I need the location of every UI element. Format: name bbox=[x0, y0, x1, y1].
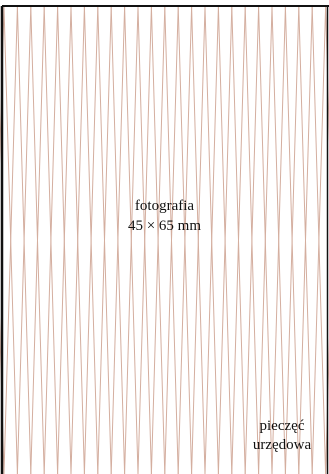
hatch-line bbox=[16, 6, 32, 474]
hatch-line bbox=[110, 6, 126, 474]
hatch-line bbox=[284, 6, 300, 474]
stamp-label-line2: urzędowa bbox=[252, 437, 312, 453]
hatch-line bbox=[258, 6, 273, 474]
hatch-line bbox=[43, 6, 59, 474]
hatch-line bbox=[177, 6, 193, 474]
official-stamp-label: pieczęć urzędowa bbox=[237, 417, 327, 455]
hatch-line bbox=[231, 6, 246, 474]
hatch-line bbox=[30, 6, 45, 474]
hatch-line bbox=[191, 6, 206, 474]
hatch-line bbox=[271, 6, 286, 474]
hatch-line bbox=[244, 6, 260, 474]
hatch-line bbox=[70, 6, 85, 474]
photo-size-label: fotografia 45 × 65 mm bbox=[0, 196, 329, 236]
hatch-line bbox=[311, 6, 327, 474]
photo-label-dimensions: 45 × 65 mm bbox=[127, 218, 202, 234]
hatch-line bbox=[83, 6, 99, 474]
hatch-line bbox=[298, 6, 313, 474]
hatch-line bbox=[137, 6, 152, 474]
hatch-line bbox=[57, 6, 72, 474]
hatch-line bbox=[164, 6, 179, 474]
hatch-line bbox=[217, 6, 233, 474]
hatch-line bbox=[124, 6, 139, 474]
hatch-line bbox=[97, 6, 112, 474]
photo-label-title: fotografia bbox=[134, 198, 195, 214]
stamp-label-line1: pieczęć bbox=[259, 418, 305, 434]
hatch-line bbox=[150, 6, 166, 474]
hatch-line bbox=[3, 6, 18, 474]
hatch-line bbox=[204, 6, 219, 474]
